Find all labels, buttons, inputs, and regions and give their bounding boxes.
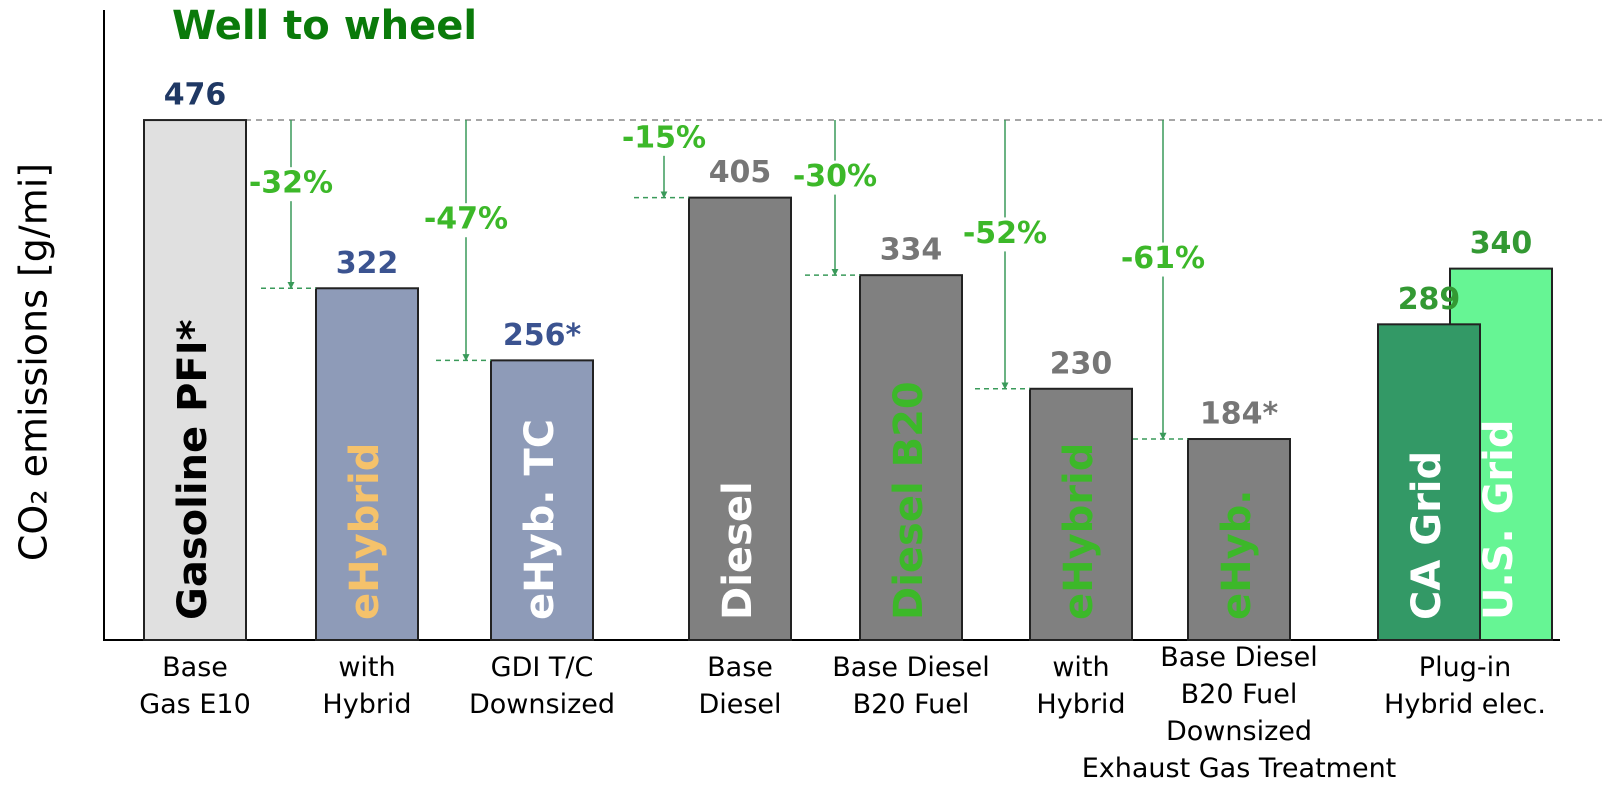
value-label: 405 xyxy=(709,155,772,190)
x-tick-label-line: Downsized xyxy=(469,689,615,720)
bar xyxy=(688,196,792,641)
x-tick-label-line: Hybrid xyxy=(1036,689,1125,720)
value-label: 256* xyxy=(503,318,582,353)
x-tick-label-line: B20 Fuel xyxy=(1181,679,1298,710)
x-tick-label: Plug-in Hybrid elec. xyxy=(1384,652,1546,720)
change-label: -52% xyxy=(963,216,1047,251)
change-label: -32% xyxy=(249,166,333,201)
x-tick-label: with Hybrid xyxy=(322,652,411,720)
bar xyxy=(490,359,594,641)
x-tick-label-line: Hybrid elec. xyxy=(1384,689,1546,720)
x-tick-label: Base Diesel B20 Fuel xyxy=(832,652,989,720)
value-label: 334 xyxy=(880,233,943,268)
x-tick-label: GDI T/C Downsized xyxy=(469,652,615,720)
x-tick-label-line: Downsized xyxy=(1166,716,1312,747)
bar xyxy=(859,274,963,641)
bar-label: eHyb. TC xyxy=(517,419,563,620)
x-tick-label: Base Gas E10 xyxy=(139,652,251,720)
change-label-bg xyxy=(249,167,333,202)
bar xyxy=(315,287,419,641)
change-label: -30% xyxy=(793,159,877,194)
x-tick-label-line: Plug-in xyxy=(1419,652,1511,683)
change-label-bg xyxy=(963,217,1047,252)
x-tick-label-line: Gas E10 xyxy=(139,689,251,720)
x-tick-label-line: Hybrid xyxy=(322,689,411,720)
x-tick-label-line: Base xyxy=(162,652,228,683)
bar-label: Gasoline PFI* xyxy=(170,319,216,620)
bar-label: CA Grid xyxy=(1404,451,1450,620)
x-tick-label-line: GDI T/C xyxy=(491,652,594,683)
x-tick-label-line: Diesel xyxy=(698,689,781,720)
bar-label: eHybrid xyxy=(1056,443,1102,620)
x-tick-label: with Hybrid xyxy=(1036,652,1125,720)
bar-label: eHybrid xyxy=(342,443,388,620)
value-label: 322 xyxy=(336,246,399,281)
bar-label: Diesel B20 xyxy=(886,381,932,620)
value-label: 340 xyxy=(1470,226,1533,261)
value-label: 230 xyxy=(1050,346,1113,381)
y-axis-label: CO₂ emissions [g/mi] xyxy=(12,163,56,561)
change-label-bg xyxy=(1121,242,1205,277)
x-tick-label: Base Diesel B20 Fuel Downsized Exhaust Gas … xyxy=(1082,642,1397,784)
change-label-bg xyxy=(622,121,706,156)
value-label: 184* xyxy=(1200,397,1279,432)
change-label: -47% xyxy=(424,202,508,237)
bar-label: eHyb. xyxy=(1214,489,1260,620)
bar xyxy=(1377,323,1481,641)
bar-label: U.S. Grid xyxy=(1476,419,1522,620)
x-tick-label: Base Diesel xyxy=(698,652,781,720)
bar xyxy=(1029,387,1133,641)
x-tick-label-line: Base Diesel xyxy=(832,652,989,683)
bar xyxy=(1187,438,1291,641)
value-label: 289 xyxy=(1398,282,1461,317)
value-label: 476 xyxy=(164,78,227,113)
x-tick-label-line: B20 Fuel xyxy=(853,689,970,720)
change-label-bg xyxy=(424,203,508,238)
x-tick-label-line: with xyxy=(1052,652,1109,683)
change-label: -15% xyxy=(622,120,706,155)
x-tick-label-line: with xyxy=(338,652,395,683)
x-tick-label-line: Exhaust Gas Treatment xyxy=(1082,753,1397,784)
bar-label: Diesel xyxy=(715,481,761,620)
change-label: -61% xyxy=(1121,241,1205,276)
x-tick-label-line: Base xyxy=(707,652,773,683)
chart-title: Well to wheel xyxy=(172,3,477,49)
bar xyxy=(143,119,247,642)
change-label-bg xyxy=(793,160,877,195)
x-tick-label-line: Base Diesel xyxy=(1160,642,1317,673)
